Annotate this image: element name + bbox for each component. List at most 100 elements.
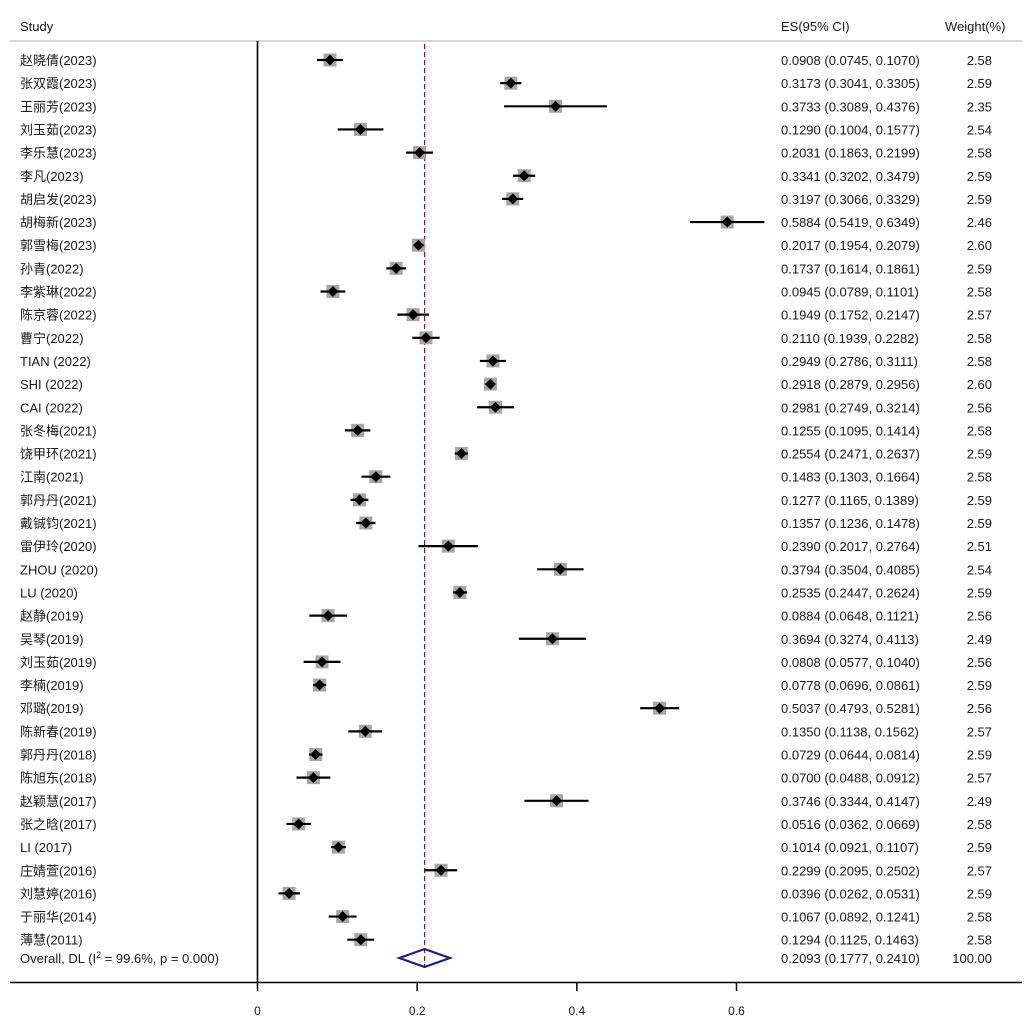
- study-row: 郭丹丹(2018) 0.0729 (0.0644, 0.0814) 2.59: [20, 748, 992, 763]
- study-row: 邓璐(2019) 0.5037 (0.4793, 0.5281) 2.56: [20, 701, 992, 716]
- es-ci-text: 0.1277 (0.1165, 0.1389): [781, 493, 919, 508]
- es-point-marker: [414, 147, 426, 159]
- es-point-marker: [654, 702, 666, 714]
- weight-text: 2.57: [967, 771, 992, 786]
- es-point-marker: [324, 54, 336, 66]
- weight-column-header: Weight(%): [945, 19, 1005, 34]
- es-point-marker: [551, 795, 563, 807]
- weight-text: 2.51: [967, 539, 992, 554]
- es-ci-text: 0.0700 (0.0488, 0.0912): [781, 771, 920, 786]
- study-row: 李乐慧(2023) 0.2031 (0.1863, 0.2199) 2.58: [20, 146, 992, 161]
- es-ci-text: 0.0884 (0.0648, 0.1121): [781, 609, 919, 624]
- es-ci-text: 0.1483 (0.1303, 0.1664): [781, 470, 920, 485]
- weight-text: 2.59: [967, 678, 992, 693]
- es-point-marker: [407, 309, 419, 321]
- es-ci-text: 0.1014 (0.0921, 0.1107): [781, 840, 919, 855]
- weight-text: 2.59: [967, 585, 992, 600]
- study-label: 江南(2021): [20, 470, 84, 485]
- es-ci-text: 0.3746 (0.3344, 0.4147): [781, 794, 920, 809]
- study-label: 王丽芳(2023): [20, 99, 97, 114]
- study-label: 胡梅新(2023): [20, 215, 97, 230]
- weight-text: 2.59: [967, 748, 992, 763]
- study-row: 陈京蓉(2022) 0.1949 (0.1752, 0.2147) 2.57: [20, 308, 992, 323]
- study-row: 曹宁(2022) 0.2110 (0.1939, 0.2282) 2.58: [20, 331, 992, 346]
- weight-text: 2.59: [967, 447, 992, 462]
- weight-text: 2.58: [967, 354, 992, 369]
- weight-text: 2.59: [967, 192, 992, 207]
- weight-text: 2.58: [967, 53, 992, 68]
- x-axis-ticks: 0 0.2 0.4 0.6: [254, 982, 745, 1018]
- study-row: 张双霞(2023) 0.3173 (0.3041, 0.3305) 2.59: [20, 76, 992, 91]
- overall-row: Overall, DL (I2 = 99.6%, p = 0.000) 0.20…: [20, 947, 992, 969]
- study-label: 郭雪梅(2023): [20, 238, 97, 253]
- study-row: 李紫琳(2022) 0.0945 (0.0789, 0.1101) 2.58: [20, 285, 992, 300]
- study-label: 刘玉茹(2019): [20, 655, 97, 670]
- es-point-marker: [721, 216, 733, 228]
- es-point-marker: [310, 749, 322, 760]
- es-point-marker: [487, 355, 499, 367]
- study-row: 赵静(2019) 0.0884 (0.0648, 0.1121) 2.56: [20, 609, 992, 624]
- es-point-marker: [360, 517, 372, 529]
- es-point-marker: [307, 772, 319, 784]
- weight-text: 2.57: [967, 308, 992, 323]
- study-row: 胡梅新(2023) 0.5884 (0.5419, 0.6349) 2.46: [20, 215, 992, 230]
- es-ci-text: 0.0808 (0.0577, 0.1040): [781, 655, 920, 670]
- weight-text: 2.60: [967, 377, 992, 392]
- study-label: 赵颖慧(2017): [20, 794, 97, 809]
- study-label: 雷伊玲(2020): [20, 539, 97, 554]
- es-point-marker: [455, 448, 467, 460]
- es-ci-text: 0.1067 (0.0892, 0.1241): [781, 910, 920, 925]
- es-ci-text: 0.1949 (0.1752, 0.2147): [781, 308, 920, 323]
- weight-text: 2.59: [967, 169, 992, 184]
- es-ci-text: 0.2554 (0.2471, 0.2637): [781, 447, 920, 462]
- es-ci-text: 0.2949 (0.2786, 0.3111): [781, 354, 918, 369]
- study-label: LI (2017): [20, 840, 72, 855]
- es-point-marker: [550, 100, 562, 112]
- es-point-marker: [354, 123, 366, 135]
- es-point-marker: [454, 586, 466, 598]
- es-point-marker: [420, 332, 432, 344]
- study-label: 张双霞(2023): [20, 76, 97, 91]
- es-ci-text: 0.3173 (0.3041, 0.3305): [781, 76, 920, 91]
- study-row: ZHOU (2020) 0.3794 (0.3504, 0.4085) 2.54: [20, 562, 992, 577]
- es-point-marker: [518, 170, 530, 182]
- study-row: 饶甲环(2021) 0.2554 (0.2471, 0.2637) 2.59: [20, 447, 992, 462]
- weight-text: 2.57: [967, 724, 992, 739]
- overall-weight: 100.00: [952, 951, 992, 966]
- weight-text: 2.56: [967, 655, 992, 670]
- es-ci-text: 0.2981 (0.2749, 0.3214): [781, 400, 920, 415]
- study-row: 刘慧婷(2016) 0.0396 (0.0262, 0.0531) 2.59: [20, 886, 992, 901]
- study-rows: 赵晓倩(2023) 0.0908 (0.0745, 0.1070) 2.58 张双霞(…: [20, 53, 992, 948]
- study-label: LU (2020): [20, 585, 78, 600]
- study-row: 赵颖慧(2017) 0.3746 (0.3344, 0.4147) 2.49: [20, 794, 992, 809]
- study-label: 吴琴(2019): [20, 632, 84, 647]
- study-label: 李乐慧(2023): [20, 146, 97, 161]
- weight-text: 2.54: [967, 122, 992, 137]
- es-ci-text: 0.3341 (0.3202, 0.3479): [781, 169, 920, 184]
- study-row: 郭丹丹(2021) 0.1277 (0.1165, 0.1389) 2.59: [20, 493, 992, 508]
- study-row: 陈新春(2019) 0.1350 (0.1138, 0.1562) 2.57: [20, 724, 992, 739]
- es-point-marker: [390, 262, 402, 274]
- weight-text: 2.60: [967, 238, 992, 253]
- weight-text: 2.58: [967, 470, 992, 485]
- study-row: 赵晓倩(2023) 0.0908 (0.0745, 0.1070) 2.58: [20, 53, 992, 68]
- weight-text: 2.58: [967, 146, 992, 161]
- es-point-marker: [355, 934, 367, 946]
- overall-es-ci: 0.2093 (0.1777, 0.2410): [781, 951, 920, 966]
- study-label: 饶甲环(2021): [20, 447, 97, 462]
- study-row: 胡启发(2023) 0.3197 (0.3066, 0.3329) 2.59: [20, 192, 992, 207]
- study-row: 戴铖钧(2021) 0.1357 (0.1236, 0.1478) 2.59: [20, 516, 992, 531]
- es-ci-text: 0.0908 (0.0745, 0.1070): [781, 53, 920, 68]
- study-row: 于丽华(2014) 0.1067 (0.0892, 0.1241) 2.58: [20, 910, 992, 925]
- study-row: CAI (2022) 0.2981 (0.2749, 0.3214) 2.56: [20, 400, 992, 415]
- x-tick-label: 0: [254, 1004, 261, 1018]
- header-row: Study ES(95% CI) Weight(%): [10, 19, 1022, 42]
- es-ci-text: 0.2017 (0.1954, 0.2079): [781, 238, 920, 253]
- weight-text: 2.59: [967, 76, 992, 91]
- study-label: 李凡(2023): [20, 169, 84, 184]
- es-point-marker: [327, 286, 339, 297]
- es-point-marker: [352, 424, 364, 436]
- weight-text: 2.58: [967, 817, 992, 832]
- weight-text: 2.56: [967, 609, 992, 624]
